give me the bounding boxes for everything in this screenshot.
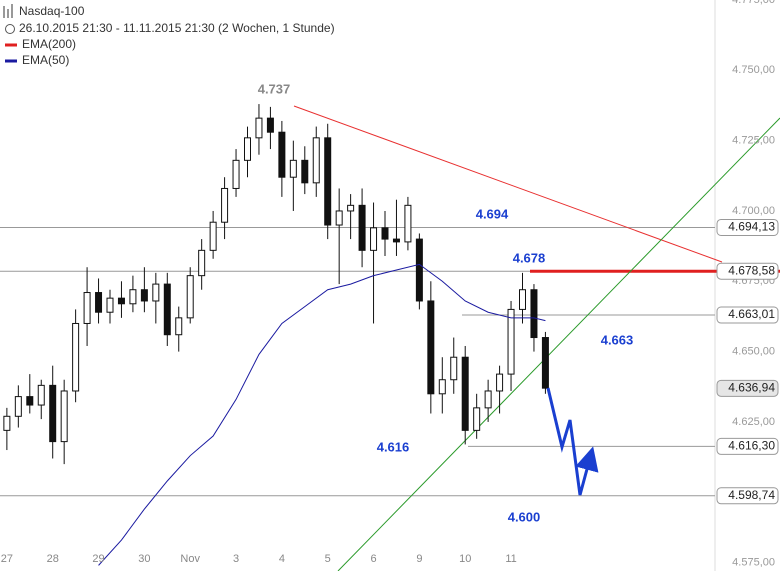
- y-tick-label: 4.750,00: [732, 64, 775, 76]
- candle-body: [519, 289, 526, 310]
- x-tick-label: 4: [279, 553, 285, 565]
- candle-body: [95, 292, 103, 313]
- price-annotation: 4.600: [508, 509, 541, 524]
- price-annotation: 4.694: [476, 206, 509, 221]
- candle-body: [324, 137, 332, 226]
- x-tick-label: 3: [233, 553, 239, 565]
- candle-body: [198, 249, 206, 277]
- level-label: 4.616,30: [728, 439, 775, 453]
- candle-body: [541, 337, 549, 389]
- level-label-box: [716, 437, 779, 455]
- level-label-box: [716, 262, 779, 280]
- y-tick-label: 4.650,00: [732, 346, 775, 358]
- candle-body: [370, 227, 378, 251]
- candle-body: [14, 396, 22, 417]
- candle-body: [484, 390, 492, 409]
- y-tick-label: 4.625,00: [732, 416, 775, 428]
- candle-body: [530, 289, 538, 339]
- candle-body: [175, 317, 183, 336]
- candle-body: [209, 221, 217, 251]
- x-tick-label: 6: [370, 553, 376, 565]
- x-tick-label: 5: [325, 553, 331, 565]
- x-tick-label: 29: [92, 553, 104, 565]
- candle-body: [232, 159, 240, 189]
- price-annotation: 4.737: [258, 81, 291, 96]
- candle-body: [221, 187, 229, 223]
- candle-body: [72, 322, 80, 392]
- candle-body: [427, 300, 435, 395]
- candle-body: [186, 275, 194, 319]
- candle-body: [381, 227, 389, 240]
- ema50-line: [98, 263, 546, 566]
- candle-body: [278, 131, 286, 178]
- candle-body: [255, 117, 263, 139]
- candle-body: [37, 384, 45, 406]
- x-tick-label: 27: [1, 553, 13, 565]
- level-label: 4.663,01: [728, 307, 775, 321]
- candle-body: [266, 117, 274, 133]
- candle-body: [244, 137, 251, 161]
- x-tick-label: 30: [138, 553, 150, 565]
- candle-body: [473, 407, 481, 431]
- candle-body: [83, 292, 91, 324]
- level-label-box: [716, 306, 779, 324]
- price-annotation: 4.616: [377, 439, 410, 454]
- chart-title: Nasdaq-100: [19, 4, 85, 18]
- candle-body: [152, 283, 160, 302]
- level-label: 4.694,13: [728, 220, 775, 234]
- legend-label: EMA(200): [22, 37, 76, 51]
- legend-label: EMA(50): [22, 53, 69, 67]
- candle-body: [106, 297, 114, 313]
- level-label-box: [716, 487, 779, 505]
- candle-body: [415, 238, 423, 302]
- y-tick-label: 4.775,00: [732, 0, 775, 6]
- clock-icon: [5, 24, 15, 34]
- candle-body: [140, 289, 148, 302]
- candle-body: [335, 210, 343, 226]
- candle-body: [392, 238, 400, 243]
- x-tick-label: 10: [459, 553, 471, 565]
- candle-body: [129, 289, 137, 305]
- support-trendline: [337, 117, 780, 571]
- candle-body: [507, 308, 515, 375]
- candle-body: [438, 379, 446, 395]
- x-tick-label: 11: [505, 553, 516, 565]
- y-tick-label: 4.725,00: [732, 135, 775, 147]
- candle-body: [347, 204, 355, 212]
- resistance-trendline: [293, 105, 723, 263]
- level-label: 4.678,58: [728, 263, 775, 277]
- x-tick-label: 28: [47, 553, 59, 565]
- last-price-label: 4.636,94: [728, 381, 775, 395]
- x-tick-label: Nov: [180, 553, 200, 565]
- candle-body: [358, 204, 366, 251]
- candle-body: [301, 159, 309, 184]
- y-tick-label: 4.700,00: [732, 205, 775, 217]
- level-label: 4.598,74: [728, 488, 775, 502]
- candle-body: [496, 373, 504, 392]
- forecast-arrow: [546, 387, 599, 496]
- candle-body: [163, 283, 171, 336]
- price-annotation: 4.663: [601, 332, 634, 347]
- chart-icon: [3, 4, 13, 18]
- y-tick-label: 4.575,00: [732, 556, 775, 568]
- chart-subtitle: 26.10.2015 21:30 - 11.11.2015 21:30 (2 W…: [19, 21, 335, 35]
- candle-body: [461, 356, 469, 431]
- candle-body: [289, 159, 297, 178]
- price-annotation: 4.678: [513, 250, 546, 265]
- level-label-box: [716, 218, 779, 236]
- candle-body: [3, 415, 11, 431]
- last-price-box: [716, 379, 779, 397]
- candle-body: [450, 356, 458, 381]
- candle-body: [26, 396, 34, 406]
- candle-body: [117, 297, 125, 305]
- candle-body: [49, 384, 57, 443]
- x-tick-label: 9: [416, 553, 422, 565]
- candle-body: [404, 204, 412, 243]
- candle-body: [60, 390, 68, 443]
- candle-body: [312, 137, 320, 184]
